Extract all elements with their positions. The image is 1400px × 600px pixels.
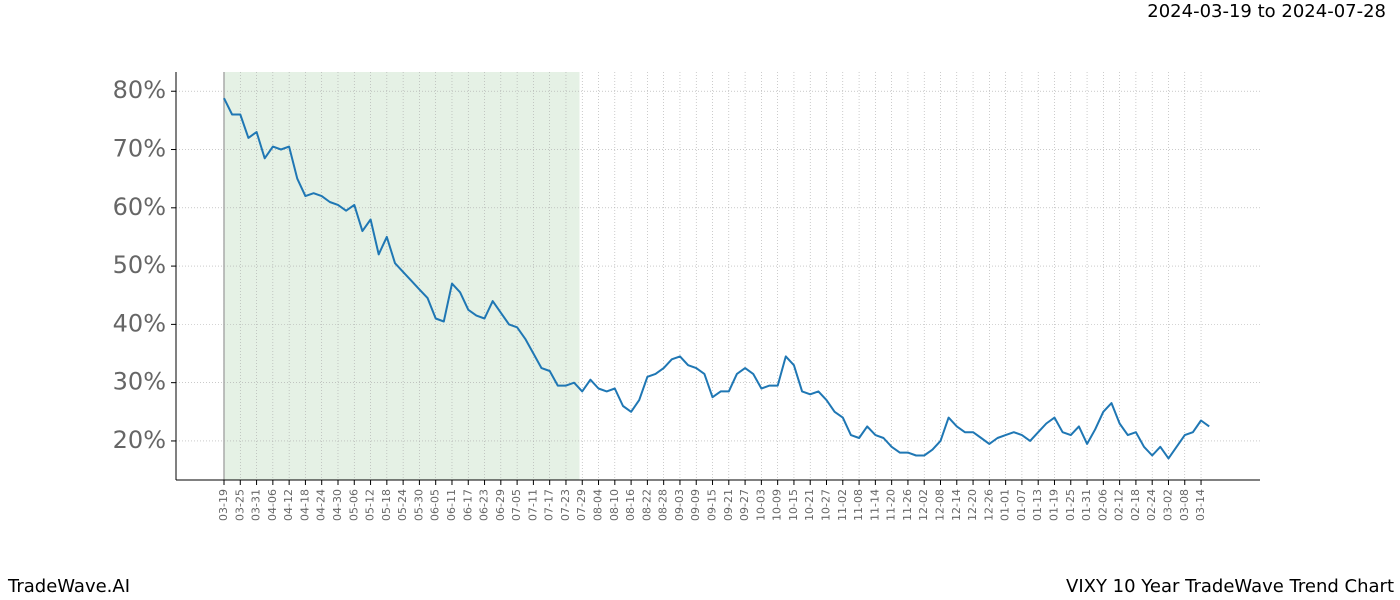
x-tick-label: 01-31 (1080, 489, 1093, 521)
x-tick-label: 11-08 (852, 489, 865, 521)
x-tick-label: 01-25 (1064, 489, 1077, 521)
x-tick-label: 10-03 (754, 489, 767, 521)
x-tick-label: 11-26 (901, 489, 914, 521)
x-tick-label: 11-02 (836, 489, 849, 521)
y-tick-label: 70% (113, 135, 166, 163)
x-tick-label: 03-02 (1161, 489, 1174, 521)
x-tick-label: 01-07 (1015, 489, 1028, 521)
x-tick-label: 06-29 (494, 489, 507, 521)
x-tick-label: 11-14 (868, 489, 881, 521)
x-tick-label: 12-14 (950, 489, 963, 521)
x-tick-label: 07-29 (575, 489, 588, 521)
x-tick-label: 09-21 (722, 489, 735, 521)
x-tick-label: 03-25 (233, 489, 246, 521)
x-tick-label: 04-12 (282, 489, 295, 521)
x-tick-label: 01-01 (999, 489, 1012, 521)
x-tick-label: 06-11 (445, 489, 458, 521)
x-tick-label: 02-06 (1096, 489, 1109, 521)
x-tick-label: 03-14 (1194, 489, 1207, 521)
x-tick-label: 10-15 (787, 489, 800, 521)
x-tick-label: 07-17 (543, 489, 556, 521)
x-tick-label: 10-21 (803, 489, 816, 521)
x-tick-label: 08-28 (657, 489, 670, 521)
y-tick-label: 30% (113, 368, 166, 396)
y-tick-label: 20% (113, 426, 166, 454)
x-tick-label: 07-11 (526, 489, 539, 521)
y-tick-label: 80% (113, 76, 166, 104)
x-tick-label: 09-09 (689, 489, 702, 521)
x-tick-label: 02-12 (1113, 489, 1126, 521)
x-tick-label: 04-06 (266, 489, 279, 521)
x-tick-label: 09-15 (706, 489, 719, 521)
date-range: 2024-03-19 to 2024-07-28 (1147, 1, 1386, 22)
x-tick-label: 02-24 (1145, 489, 1158, 521)
x-tick-label: 12-02 (917, 489, 930, 521)
x-tick-label: 05-30 (412, 489, 425, 521)
x-tick-label: 08-04 (592, 489, 605, 521)
x-tick-label: 06-05 (429, 489, 442, 521)
x-tick-label: 05-24 (396, 489, 409, 521)
x-tick-label: 12-20 (966, 489, 979, 521)
x-tick-label: 01-19 (1047, 489, 1060, 521)
x-tick-label: 10-09 (771, 489, 784, 521)
x-tick-label: 05-06 (347, 489, 360, 521)
x-tick-label: 09-27 (738, 489, 751, 521)
x-tick-label: 07-05 (510, 489, 523, 521)
x-tick-label: 12-08 (933, 489, 946, 521)
x-tick-label: 09-03 (673, 489, 686, 521)
x-tick-label: 11-20 (885, 489, 898, 521)
x-tick-label: 04-30 (331, 489, 344, 521)
brand: TradeWave.AI (7, 576, 130, 597)
x-tick-label: 08-16 (624, 489, 637, 521)
x-tick-label: 05-12 (364, 489, 377, 521)
x-tick-label: 12-26 (982, 489, 995, 521)
trend-line (223, 97, 1210, 460)
x-tick-label: 08-22 (640, 489, 653, 521)
x-tick-label: 03-31 (250, 489, 263, 521)
y-tick-label: 40% (113, 309, 166, 337)
x-tick-label: 03-19 (217, 489, 230, 521)
x-tick-label: 04-24 (315, 489, 328, 521)
x-tick-label: 06-23 (478, 489, 491, 521)
x-tick-label: 05-18 (380, 489, 393, 521)
y-tick-label: 60% (113, 193, 166, 221)
x-tick-label: 03-08 (1178, 489, 1191, 521)
x-tick-label: 08-10 (608, 489, 621, 521)
x-tick-label: 04-18 (298, 489, 311, 521)
x-tick-label: 06-17 (461, 489, 474, 521)
y-tick-label: 50% (113, 251, 166, 279)
x-tick-label: 10-27 (820, 489, 833, 521)
chart-title: VIXY 10 Year TradeWave Trend Chart (1066, 576, 1394, 597)
highlight-band (224, 72, 580, 480)
x-tick-label: 02-18 (1129, 489, 1142, 521)
x-tick-label: 01-13 (1031, 489, 1044, 521)
x-tick-label: 07-23 (559, 489, 572, 521)
